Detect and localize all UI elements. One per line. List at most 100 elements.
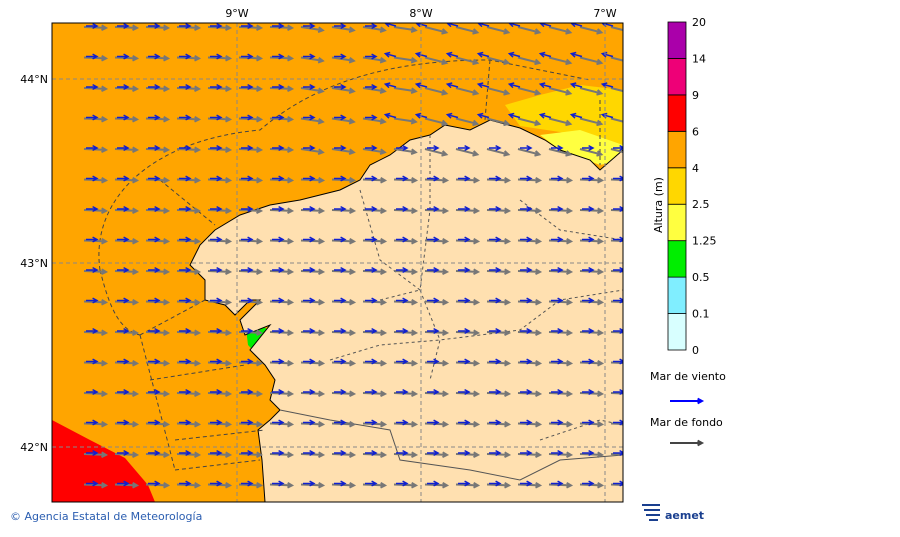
arrow <box>424 148 449 157</box>
arrow <box>582 327 595 335</box>
zone-line <box>98 59 601 471</box>
arrow <box>582 205 595 213</box>
arrow <box>117 327 130 335</box>
arrow <box>610 26 623 32</box>
arrow <box>458 480 471 487</box>
colorbar-label: 1.25 <box>692 235 717 248</box>
arrow <box>117 53 130 60</box>
arrow <box>148 83 161 91</box>
arrow <box>414 112 428 119</box>
arrow <box>365 53 378 60</box>
arrow <box>427 449 440 457</box>
arrow <box>241 297 254 304</box>
arrow <box>334 480 347 487</box>
arrow <box>148 114 161 121</box>
arrow <box>334 205 347 213</box>
arrow <box>117 175 130 182</box>
arrow <box>300 87 325 94</box>
arrow <box>303 419 316 426</box>
arrow <box>582 175 595 182</box>
border <box>329 135 623 441</box>
arrow <box>489 236 502 243</box>
arrow <box>489 388 502 396</box>
arrow <box>300 117 325 125</box>
arrow <box>393 117 418 125</box>
arrow <box>272 53 285 60</box>
arrow <box>86 53 99 60</box>
arrow <box>445 51 459 58</box>
arrow <box>303 175 316 182</box>
arrow <box>241 236 254 243</box>
arrow <box>272 266 285 274</box>
arrow <box>458 327 471 335</box>
arrow <box>520 419 533 426</box>
arrow <box>303 144 316 152</box>
arrow <box>241 175 254 182</box>
arrow <box>520 388 533 396</box>
arrow <box>179 297 192 304</box>
arrow <box>551 480 564 487</box>
arrow <box>365 83 378 91</box>
arrow <box>427 388 440 396</box>
arrow <box>393 148 418 155</box>
arrow <box>241 53 254 60</box>
arrow <box>517 87 542 96</box>
arrow <box>117 266 130 274</box>
arrow <box>396 419 409 426</box>
colorbar-label: 0 <box>692 344 699 357</box>
arrow <box>303 83 316 91</box>
arrow <box>613 175 623 182</box>
arrow <box>148 480 161 487</box>
arrow <box>179 114 192 121</box>
arrow <box>551 449 564 457</box>
arrow <box>551 236 564 243</box>
colorbar: 0 0.1 0.5 1.25 2.5 4 6 9 14 20 <box>667 16 717 357</box>
arrow <box>613 236 623 243</box>
arrow <box>334 449 347 457</box>
arrow <box>362 148 387 155</box>
arrow <box>365 449 378 457</box>
arrow <box>613 388 623 396</box>
arrow <box>489 266 502 274</box>
arrow <box>507 51 521 58</box>
arrow <box>427 144 440 152</box>
arrow <box>383 112 397 119</box>
arrow <box>569 112 583 119</box>
legend-label: Mar de fondo <box>650 416 723 429</box>
arrow <box>303 480 316 487</box>
arrow <box>396 388 409 396</box>
arrow <box>300 56 325 64</box>
arrow <box>579 148 604 157</box>
arrow <box>148 23 161 30</box>
arrow <box>148 388 161 396</box>
arrow <box>610 56 623 62</box>
arrow <box>362 56 387 64</box>
arrow <box>610 87 623 93</box>
arrow <box>331 148 356 155</box>
arrow <box>383 82 397 89</box>
arrow <box>148 236 161 243</box>
arrow <box>579 87 604 96</box>
arrow <box>517 148 542 157</box>
legend-arrows <box>670 397 705 447</box>
arrow <box>486 87 511 96</box>
wave-zone <box>505 85 623 150</box>
arrow <box>331 26 356 33</box>
arrows <box>83 23 623 489</box>
arrow <box>613 419 623 426</box>
arrow <box>210 175 223 182</box>
arrow <box>179 144 192 152</box>
arrow <box>272 358 285 365</box>
arrow <box>670 439 705 447</box>
arrow <box>117 205 130 213</box>
arrow <box>613 144 623 152</box>
arrow <box>300 148 325 155</box>
arrow <box>579 117 604 127</box>
arrow <box>582 358 595 365</box>
high-waves <box>52 420 155 502</box>
arrow <box>489 480 502 487</box>
arrow <box>476 51 490 58</box>
arrow <box>179 449 192 457</box>
colorbar-label: 4 <box>692 162 699 175</box>
arrow <box>86 480 99 487</box>
